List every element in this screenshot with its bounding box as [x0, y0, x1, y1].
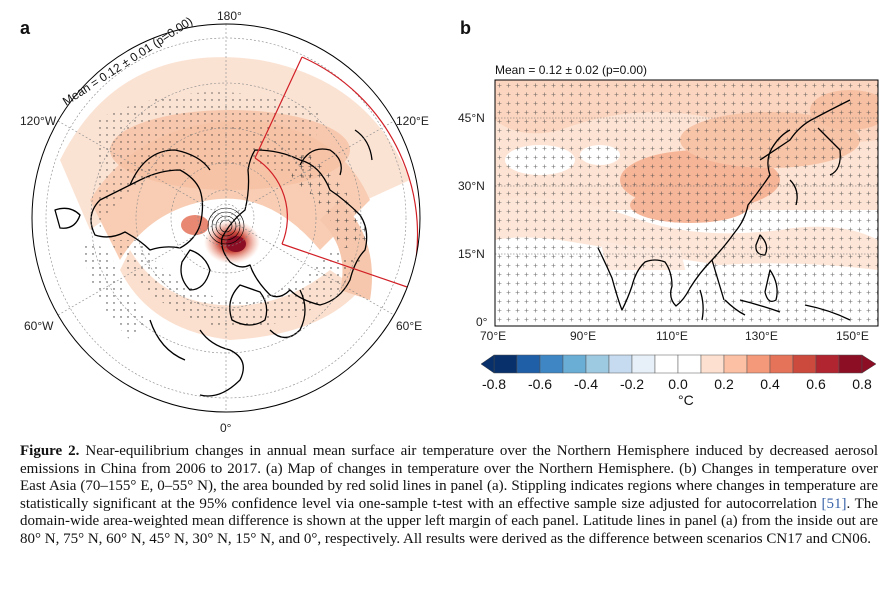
colorbar-tick-label: 0.4 [760, 376, 780, 392]
colorbar-box [746, 354, 771, 374]
y-tick-30n: 30°N [458, 179, 485, 193]
colorbar-box [516, 354, 541, 374]
colorbar-tick-label: -0.4 [574, 376, 598, 392]
colorbar-tick-label: 0.2 [714, 376, 734, 392]
panel-a-letter: a [20, 18, 31, 38]
colorbar-tick-label: 0.8 [852, 376, 872, 392]
colorbar-boxes [493, 354, 863, 374]
grid-b [495, 117, 878, 255]
east-asia-bounds [254, 56, 419, 289]
colorbar-box [792, 354, 817, 374]
y-tick-15n: 15°N [458, 247, 485, 261]
caption-citation-link[interactable]: [51] [821, 495, 847, 512]
caption-label: Figure 2. [20, 443, 80, 459]
caption-text-1: Near-equilibrium changes in annual mean … [20, 443, 879, 512]
colorbar-box [815, 354, 840, 374]
figure-caption: Figure 2. Near-equilibrium changes in an… [20, 443, 878, 549]
lon-label-120e: 120°E [396, 114, 429, 128]
y-tick-45n: 45°N [458, 111, 485, 125]
colorbar-box [539, 354, 564, 374]
caption-text-2: . The domain-wide area-weighted mean dif… [20, 495, 878, 547]
colorbar-ticks: -0.8 -0.6 -0.4 -0.2 0.0 0.2 0.4 0.6 0.8 [482, 376, 872, 392]
colorbar-box [723, 354, 748, 374]
east-asia-map [495, 80, 878, 326]
colorbar-box [493, 354, 518, 374]
lon-label-60w: 60°W [24, 319, 54, 333]
colorbar-unit: °C [678, 392, 694, 408]
lon-label-0: 0° [220, 421, 232, 435]
colorbar: -0.8 -0.6 -0.4 -0.2 0.0 0.2 0.4 0.6 0.8 °C [480, 354, 877, 408]
colorbar-box [585, 354, 610, 374]
y-tick-0: 0° [476, 315, 488, 329]
colorbar-box [654, 354, 679, 374]
colorbar-box [700, 354, 725, 374]
colorbar-tick-label: 0.0 [668, 376, 688, 392]
panel-b-letter: b [460, 18, 471, 38]
colorbar-right-arrow [861, 354, 877, 374]
significance-stippling [80, 92, 370, 340]
colorbar-box [677, 354, 702, 374]
colorbar-tick-label: 0.6 [806, 376, 826, 392]
colorbar-box [769, 354, 794, 374]
colorbar-tick-label: -0.6 [528, 376, 552, 392]
lon-label-180: 180° [217, 9, 242, 23]
x-tick-130e: 130°E [745, 329, 778, 343]
colorbar-box [838, 354, 863, 374]
coastlines-b [597, 99, 851, 321]
colorbar-box [562, 354, 587, 374]
x-tick-110e: 110°E [656, 329, 688, 343]
colorbar-box [631, 354, 656, 374]
panel-b-mean: Mean = 0.12 ± 0.02 (p=0.00) [495, 63, 647, 77]
meridians [57, 24, 395, 412]
x-tick-70e: 70°E [480, 329, 506, 343]
colorbar-left-arrow [480, 354, 495, 374]
panel-a: a [20, 9, 429, 435]
colorbar-tick-label: -0.8 [482, 376, 506, 392]
lon-label-60e: 60°E [396, 319, 422, 333]
x-tick-150e: 150°E [836, 329, 869, 343]
significance-plus [495, 80, 878, 326]
colorbar-box [608, 354, 633, 374]
panel-b: b Mean = 0.12 ± 0.02 (p=0.00) [458, 18, 879, 343]
colorbar-tick-label: -0.2 [620, 376, 644, 392]
coastlines [54, 129, 373, 397]
lon-label-120w: 120°W [20, 114, 57, 128]
x-tick-90e: 90°E [570, 329, 596, 343]
polar-map [32, 24, 420, 412]
panel-b-frame [494, 79, 879, 327]
